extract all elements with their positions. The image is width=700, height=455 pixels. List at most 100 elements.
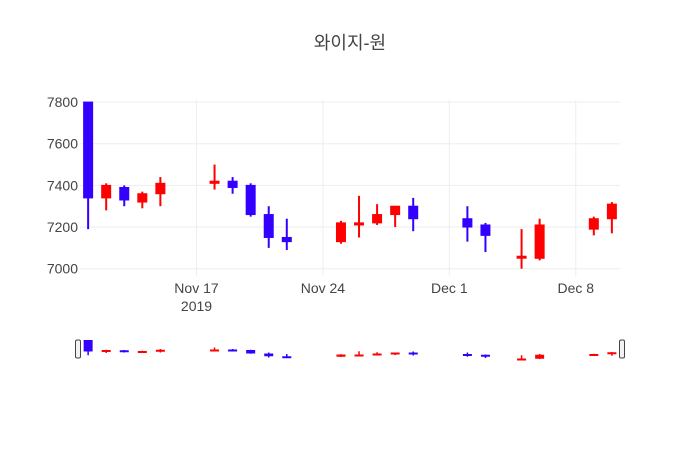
candle-body (263, 214, 274, 238)
slider-candle-2019-11-15 (155, 349, 165, 353)
range-slider-left-handle[interactable] (75, 339, 81, 359)
candle-2019-12-03 (480, 222, 491, 253)
candle-body (137, 193, 148, 203)
slider-candle-body (155, 349, 165, 352)
slider-candle-2019-11-14 (137, 350, 147, 353)
candle-2019-11-19 (227, 177, 238, 194)
slider-candle-body (336, 354, 346, 357)
slider-candle-body (462, 354, 472, 356)
gridlines (80, 100, 620, 276)
candle-body (408, 205, 419, 220)
slider-candle-body (282, 356, 292, 359)
slider-candle-2019-11-28 (390, 352, 400, 355)
slider-candle-body (137, 351, 147, 353)
slider-candle-2019-11-27 (372, 352, 382, 356)
x-tick-label: Dec 8 (557, 280, 594, 296)
slider-candle-body (390, 352, 400, 355)
y-tick-label: 7400 (47, 177, 78, 193)
slider-candle-2019-12-05 (517, 355, 527, 361)
x-tick-label: Nov 24 (301, 280, 346, 296)
slider-candle-2019-11-20 (246, 349, 256, 354)
slider-candle-2019-12-09 (589, 353, 599, 356)
x-axis-ticks: Nov 17 2019 Nov 24 Dec 1 Dec 8 (174, 280, 594, 314)
candle-2019-11-25 (335, 220, 346, 244)
candle-body (372, 214, 383, 224)
slider-candle-2019-11-22 (282, 354, 292, 359)
candle-body (101, 184, 112, 199)
candle-body (534, 224, 545, 259)
candle-body (390, 205, 401, 216)
candle-body (588, 218, 599, 230)
candle-body (227, 180, 238, 188)
slider-candle-body (480, 354, 490, 357)
candle-body (354, 222, 365, 226)
candle-2019-11-11 (83, 101, 94, 230)
slider-candle-body (210, 349, 220, 352)
candle-2019-11-28 (390, 205, 401, 228)
slider-candle-2019-11-25 (336, 354, 346, 357)
range-slider-background (80, 336, 620, 362)
range-slider[interactable] (75, 336, 625, 362)
slider-candle-2019-11-26 (354, 351, 364, 357)
candle-2019-12-05 (516, 229, 527, 269)
x-tick-label: Dec 1 (431, 280, 468, 296)
slider-candle-2019-12-02 (462, 352, 472, 357)
y-tick-label: 7800 (47, 94, 78, 110)
slider-candle-body (83, 340, 93, 352)
candle-2019-12-10 (606, 202, 617, 234)
slider-candle-body (101, 350, 111, 352)
slider-candle-body (372, 353, 382, 356)
candle-body (209, 180, 220, 184)
candle-2019-11-20 (245, 183, 256, 217)
candle-2019-12-06 (534, 218, 545, 261)
range-slider-right-handle[interactable] (619, 339, 625, 359)
candle-body (335, 222, 346, 243)
candle-body (480, 224, 491, 236)
candle-2019-11-12 (101, 183, 112, 211)
slider-candle-body (535, 354, 545, 359)
candle-body (155, 182, 166, 195)
candle-2019-11-22 (281, 218, 292, 250)
y-tick-label: 7600 (47, 136, 78, 152)
candle-body (606, 203, 617, 220)
slider-candle-body (228, 349, 238, 352)
slider-candle-body (119, 350, 129, 353)
slider-candle-2019-12-03 (480, 354, 490, 358)
x-tick-label: Nov 17 (174, 280, 219, 296)
candle-2019-11-21 (263, 206, 274, 248)
slider-candle-2019-11-18 (210, 347, 220, 352)
slider-candle-2019-11-29 (408, 351, 418, 356)
y-tick-label: 7000 (47, 261, 78, 277)
y-tick-label: 7200 (47, 219, 78, 235)
candle-body (119, 186, 130, 201)
candle-2019-12-02 (462, 206, 473, 242)
candle-body (516, 255, 527, 259)
candle-2019-11-29 (408, 197, 419, 232)
candle-2019-11-14 (137, 191, 148, 209)
candle-2019-11-13 (119, 185, 130, 207)
slider-candle-body (408, 352, 418, 355)
candle-2019-11-27 (372, 204, 383, 225)
slider-candle-2019-11-11 (83, 340, 93, 356)
slider-candle-2019-12-06 (535, 354, 545, 359)
slider-candle-2019-11-19 (228, 349, 238, 352)
slider-candle-2019-11-12 (101, 349, 111, 353)
chart-title: 와이지-원 (314, 33, 386, 53)
x-tick-sublabel: 2019 (181, 298, 212, 314)
slider-candle-body (246, 350, 256, 354)
candle-2019-11-26 (354, 195, 365, 238)
candle-body (245, 184, 256, 216)
slider-candle-body (354, 354, 364, 357)
candle-2019-12-09 (588, 216, 599, 236)
slider-candle-body (517, 358, 527, 361)
candle-body (83, 101, 94, 199)
slider-candle-2019-11-21 (264, 352, 274, 358)
candles (83, 101, 617, 269)
slider-candle-2019-11-13 (119, 350, 129, 353)
slider-candle-body (589, 354, 599, 356)
candle-2019-11-15 (155, 177, 166, 207)
candle-body (281, 236, 292, 243)
